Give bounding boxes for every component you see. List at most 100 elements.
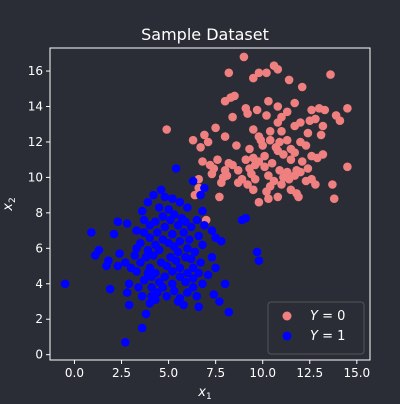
- point-y1-96: [139, 275, 149, 285]
- point-y0-22: [343, 104, 352, 113]
- point-y1-59: [90, 251, 100, 260]
- point-y0-72: [286, 155, 296, 164]
- point-y0-55: [258, 141, 268, 150]
- point-y1-87: [168, 267, 177, 276]
- point-y0-74: [307, 151, 316, 161]
- x-axis-label-base: x: [197, 385, 206, 400]
- point-y1-63: [149, 251, 158, 260]
- point-y1-5: [200, 183, 209, 193]
- point-y0-78: [343, 162, 352, 172]
- point-y1-20: [166, 215, 175, 225]
- point-y1-125: [224, 307, 234, 317]
- point-y0-112: [262, 187, 271, 196]
- point-y1-101: [198, 279, 207, 289]
- point-y1-36: [179, 228, 188, 237]
- y-axis-label-base: x: [1, 203, 16, 212]
- point-y1-6: [196, 190, 205, 200]
- point-y1-35: [168, 229, 177, 239]
- point-y1-62: [141, 252, 151, 262]
- point-y0-42: [200, 130, 209, 140]
- point-y1-122: [145, 299, 155, 308]
- point-y1-74: [196, 258, 205, 267]
- point-y1-112: [137, 291, 147, 301]
- x-tick-label: 15.0: [343, 366, 370, 380]
- point-y1-1: [188, 176, 198, 186]
- x-tick-label: 7.5: [206, 366, 225, 380]
- point-y0-36: [211, 123, 220, 133]
- point-y1-27: [237, 215, 247, 225]
- x-tick-label: 0.0: [65, 366, 84, 380]
- point-y0-119: [329, 194, 339, 203]
- point-y1-77: [113, 261, 123, 271]
- point-y0-38: [265, 127, 275, 136]
- point-y0-4: [262, 68, 271, 78]
- point-y0-23: [228, 112, 237, 122]
- point-y0-54: [245, 144, 254, 154]
- y-tick-label: 16: [28, 64, 43, 78]
- point-y1-31: [186, 222, 196, 232]
- point-y1-108: [122, 288, 132, 297]
- x-tick-label: 2.5: [112, 366, 131, 380]
- point-y1-107: [105, 284, 115, 294]
- point-y1-99: [181, 277, 190, 287]
- point-y0-71: [267, 158, 277, 168]
- legend: Y = 0 Y = 1: [267, 301, 365, 355]
- point-y1-91: [160, 272, 170, 282]
- point-y1-11: [164, 205, 173, 214]
- legend-marker-y0: [282, 311, 292, 321]
- point-y0-88: [207, 169, 217, 179]
- point-y0-2: [269, 61, 279, 70]
- point-y0-111: [249, 185, 258, 195]
- point-y1-121: [124, 300, 134, 310]
- point-y0-53: [232, 141, 241, 150]
- point-y0-73: [297, 157, 307, 166]
- point-y1-8: [175, 197, 185, 207]
- point-y0-11: [230, 91, 239, 101]
- point-y0-21: [320, 105, 330, 115]
- point-y1-53: [132, 244, 141, 253]
- point-y1-70: [121, 258, 130, 267]
- point-y0-35: [162, 125, 171, 134]
- legend-label-y0-var: Y: [310, 309, 319, 324]
- point-y1-34: [153, 228, 162, 237]
- y-tick-label: 12: [28, 135, 43, 149]
- x-tick-label: 10.0: [249, 366, 276, 380]
- point-y0-58: [301, 141, 311, 150]
- point-y1-43: [175, 236, 185, 246]
- point-y1-2: [156, 185, 166, 195]
- y-tick-label: 0: [35, 348, 43, 362]
- point-y0-40: [303, 128, 313, 138]
- point-y0-32: [296, 118, 305, 127]
- point-y0-25: [262, 111, 271, 120]
- point-y0-14: [290, 98, 300, 108]
- point-y0-118: [294, 192, 303, 202]
- point-y1-92: [175, 272, 185, 282]
- point-y0-13: [264, 96, 273, 106]
- point-y1-12: [137, 206, 147, 216]
- point-y1-67: [207, 252, 217, 262]
- point-y0-104: [233, 178, 243, 187]
- point-y1-110: [169, 286, 179, 296]
- point-y0-5: [249, 73, 258, 83]
- legend-marker-y1: [282, 331, 292, 341]
- legend-label-y1-eq: = 1: [318, 329, 345, 344]
- point-y0-107: [277, 180, 286, 189]
- point-y1-81: [175, 263, 185, 273]
- point-y1-106: [188, 283, 198, 292]
- point-y1-32: [132, 226, 141, 235]
- point-y1-23: [200, 221, 209, 230]
- point-y0-109: [328, 180, 337, 189]
- point-y0-105: [243, 180, 252, 189]
- y-axis-label-sub: 2: [8, 197, 18, 203]
- point-y1-103: [134, 283, 143, 292]
- y-tick-label: 14: [28, 100, 43, 114]
- point-y1-13: [183, 203, 192, 212]
- point-y1-82: [188, 263, 198, 273]
- point-y1-83: [211, 263, 220, 273]
- point-y1-7: [168, 194, 177, 203]
- point-y0-8: [326, 70, 335, 79]
- point-y1-68: [252, 247, 262, 257]
- point-y0-37: [249, 125, 258, 134]
- data-points: [60, 52, 352, 347]
